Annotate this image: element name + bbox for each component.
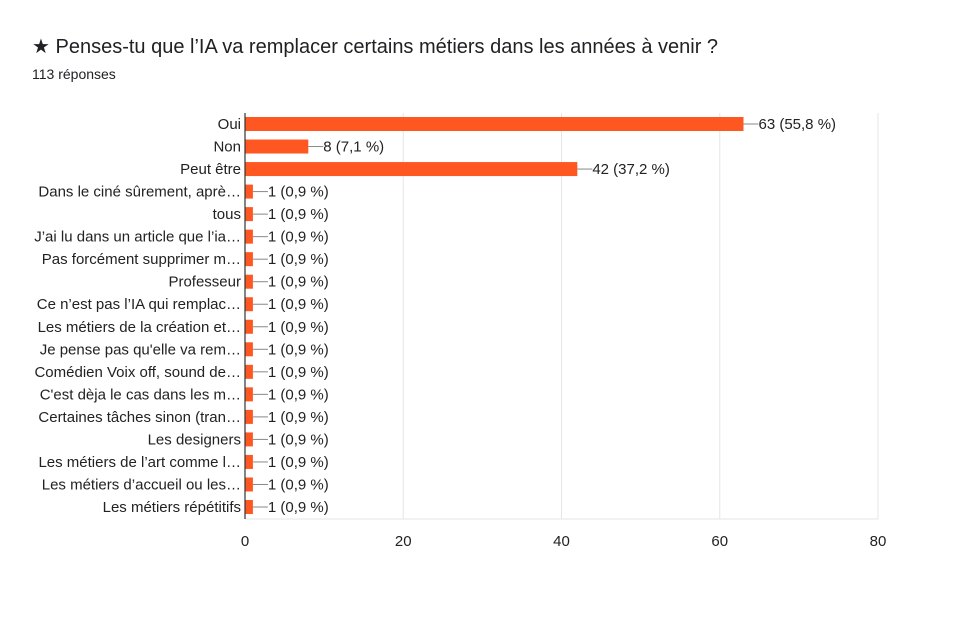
category-label: Ce n’est pas l’IA qui remplac…: [37, 296, 241, 313]
bar: [245, 162, 578, 177]
x-tick-label: 60: [711, 533, 728, 550]
bar: [245, 409, 253, 424]
data-label: 1 (0,9 %): [268, 364, 329, 381]
data-label: 1 (0,9 %): [268, 184, 329, 201]
category-label: Non: [213, 139, 241, 156]
data-label: 1 (0,9 %): [268, 431, 329, 448]
category-label: Professeur: [168, 274, 241, 291]
x-tick-label: 40: [553, 533, 570, 550]
bar: [245, 207, 253, 222]
category-label: Les métiers de l’art comme l…: [38, 454, 241, 471]
data-label: 8 (7,1 %): [323, 139, 384, 156]
data-label: 1 (0,9 %): [268, 409, 329, 426]
x-tick-label: 80: [870, 533, 887, 550]
data-label: 63 (55,8 %): [758, 116, 836, 133]
bar: [245, 387, 253, 402]
bar: [245, 319, 253, 334]
category-label: Les métiers répétitifs: [103, 499, 241, 516]
data-label: 1 (0,9 %): [268, 499, 329, 516]
bar: [245, 139, 309, 154]
x-tick-label: 0: [241, 533, 249, 550]
category-label: tous: [213, 206, 241, 223]
category-label: C'est dèja le cas dans les m…: [40, 386, 241, 403]
category-label: Pas forcément supprimer m…: [42, 251, 241, 268]
bar: [245, 500, 253, 515]
data-label: 1 (0,9 %): [268, 229, 329, 246]
bar: [245, 342, 253, 357]
data-label: 1 (0,9 %): [268, 206, 329, 223]
data-label: 1 (0,9 %): [268, 341, 329, 358]
category-label: Les métiers d’accueil ou les…: [42, 476, 241, 493]
bar: [245, 297, 253, 312]
chart-title: ★ Penses-tu que l’IA va remplacer certai…: [32, 36, 719, 58]
data-label: 1 (0,9 %): [268, 296, 329, 313]
data-label: 1 (0,9 %): [268, 454, 329, 471]
data-label: 1 (0,9 %): [268, 319, 329, 336]
bar: [245, 364, 253, 379]
category-label: J’ai lu dans un article que l’ia…: [34, 229, 241, 246]
bar: [245, 229, 253, 244]
bar: [245, 477, 253, 492]
bar: [245, 432, 253, 447]
data-label: 42 (37,2 %): [592, 161, 670, 178]
category-label: Oui: [218, 116, 241, 133]
data-label: 1 (0,9 %): [268, 251, 329, 268]
category-label: Comédien Voix off, sound de…: [34, 364, 241, 381]
bar: [245, 274, 253, 289]
data-label: 1 (0,9 %): [268, 386, 329, 403]
bar: [245, 252, 253, 267]
category-label: Je pense pas qu'elle va rem…: [40, 341, 241, 358]
category-label: Les designers: [148, 431, 241, 448]
category-label: Dans le ciné sûrement, aprè…: [38, 184, 241, 201]
response-count: 113 réponses: [32, 66, 116, 82]
category-label: Certaines tâches sinon (tran…: [38, 409, 241, 426]
bar: [245, 117, 744, 131]
bar: [245, 184, 253, 199]
category-label: Les métiers de la création et…: [38, 319, 241, 336]
x-tick-label: 20: [395, 533, 412, 550]
data-label: 1 (0,9 %): [268, 274, 329, 291]
data-label: 1 (0,9 %): [268, 476, 329, 493]
category-label: Peut être: [180, 161, 241, 178]
bar: [245, 454, 253, 469]
